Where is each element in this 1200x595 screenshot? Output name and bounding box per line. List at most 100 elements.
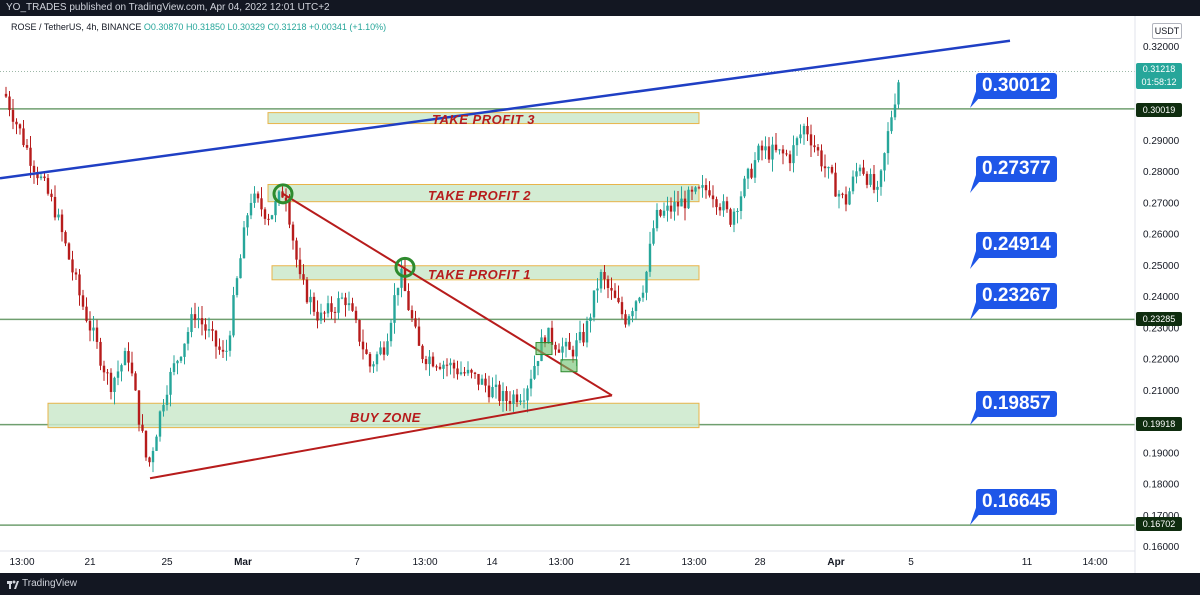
candle-body xyxy=(354,310,358,320)
publish-text: YO_TRADES published on TradingView.com, … xyxy=(6,2,330,13)
candle-body xyxy=(176,360,179,364)
candle-body xyxy=(200,318,204,325)
candle-body xyxy=(386,341,389,355)
price-chart[interactable]: 0.32000 0.29000 0.28000 0.27000 0.26000 0.250… xyxy=(0,16,1200,573)
candle-body xyxy=(683,198,687,209)
candle-body xyxy=(505,391,508,402)
candle-body xyxy=(64,232,67,244)
candle-body xyxy=(407,290,410,311)
touch-circle xyxy=(394,256,416,278)
tradingview-logo-icon xyxy=(7,580,19,589)
y-tick-label: 0.28000 xyxy=(1143,167,1180,178)
y-tick-label: 0.21000 xyxy=(1143,386,1180,397)
candle-body xyxy=(368,353,372,367)
candle-body xyxy=(862,167,865,174)
candle-body xyxy=(771,144,774,160)
candle-body xyxy=(893,104,897,118)
x-tick-label: Apr xyxy=(827,557,844,568)
candle-body xyxy=(652,228,655,244)
candle-body xyxy=(729,209,732,225)
candle-body xyxy=(137,390,141,425)
candle-body xyxy=(617,297,620,303)
candle-body xyxy=(155,436,158,451)
candle-body xyxy=(305,279,309,303)
candle-body xyxy=(60,214,64,233)
symbol-info: ROSE / TetherUS, 4h, BINANCE xyxy=(11,22,142,32)
candle-body xyxy=(197,318,200,320)
candle-body xyxy=(358,319,361,342)
candle-body xyxy=(715,199,718,208)
candle-body xyxy=(32,165,36,172)
candle-body xyxy=(141,424,144,431)
candle-body xyxy=(764,146,767,151)
bar-countdown: 01:58:12 xyxy=(1141,77,1177,87)
candle-body xyxy=(711,195,715,200)
candle-body xyxy=(554,344,557,350)
y-tick-label: 0.23000 xyxy=(1143,323,1180,334)
candle-body xyxy=(676,201,680,207)
candle-body xyxy=(312,296,316,312)
candle-body xyxy=(529,378,533,389)
candle-body xyxy=(869,174,872,185)
candle-body xyxy=(687,189,690,209)
x-tick-label: 11 xyxy=(1022,557,1033,568)
candle-body xyxy=(316,311,319,321)
candle-body xyxy=(613,290,617,298)
candle-body xyxy=(382,347,386,355)
candle-body xyxy=(841,193,844,195)
candle-body xyxy=(564,341,568,347)
y-tick-label: 0.19000 xyxy=(1143,448,1180,459)
candle-body xyxy=(260,198,263,210)
candle-body xyxy=(568,341,571,350)
candle-body xyxy=(421,345,424,360)
candle-body xyxy=(67,243,71,260)
y-tick-label: 0.17000 xyxy=(1143,511,1180,522)
candle-body xyxy=(834,172,837,197)
candle-body xyxy=(697,187,701,189)
candle-body xyxy=(165,394,169,405)
publish-bar: YO_TRADES published on TradingView.com, … xyxy=(0,0,1200,16)
candle-body xyxy=(158,411,162,437)
candle-body xyxy=(326,303,330,314)
candle-body xyxy=(655,209,659,229)
y-tick-label: 0.29000 xyxy=(1143,136,1180,147)
candle-body xyxy=(15,121,18,125)
candle-body xyxy=(753,160,757,178)
candle-body xyxy=(347,303,351,306)
zone-label-take-profit-3: TAKE PROFIT 3 xyxy=(432,112,536,127)
candle-body xyxy=(739,196,743,211)
callout-0.24914: 0.24914 xyxy=(976,232,1057,258)
candle-body xyxy=(680,198,683,207)
zone-label-take-profit-1: TAKE PROFIT 1 xyxy=(428,267,532,282)
candle-body xyxy=(162,404,165,412)
candle-body xyxy=(606,279,610,288)
candle-body xyxy=(435,366,438,368)
candle-body xyxy=(669,205,673,212)
candle-body xyxy=(466,369,470,374)
candle-body xyxy=(445,364,449,366)
candle-body xyxy=(634,301,638,312)
candle-body xyxy=(274,200,277,216)
candle-body xyxy=(757,145,760,161)
touch-box xyxy=(560,359,578,373)
candle-body xyxy=(452,362,456,369)
candle-body xyxy=(809,134,813,146)
candle-body xyxy=(309,296,312,303)
candle-body xyxy=(393,295,396,323)
candle-body xyxy=(876,186,879,190)
y-tick-label: 0.25000 xyxy=(1143,261,1180,272)
candle-body xyxy=(792,145,795,164)
candle-body xyxy=(246,215,249,228)
candle-body xyxy=(897,82,900,105)
candle-body xyxy=(837,193,841,197)
x-tick-label: 13:00 xyxy=(681,557,706,568)
candle-body xyxy=(473,372,477,374)
x-tick-label: Mar xyxy=(234,557,252,568)
currency-label[interactable]: USDT xyxy=(1152,23,1182,39)
candle-body xyxy=(494,384,498,387)
candle-body xyxy=(113,377,116,393)
candle-body xyxy=(78,274,81,296)
candle-body xyxy=(372,364,375,367)
candle-body xyxy=(659,209,662,216)
touch-box xyxy=(535,342,553,356)
